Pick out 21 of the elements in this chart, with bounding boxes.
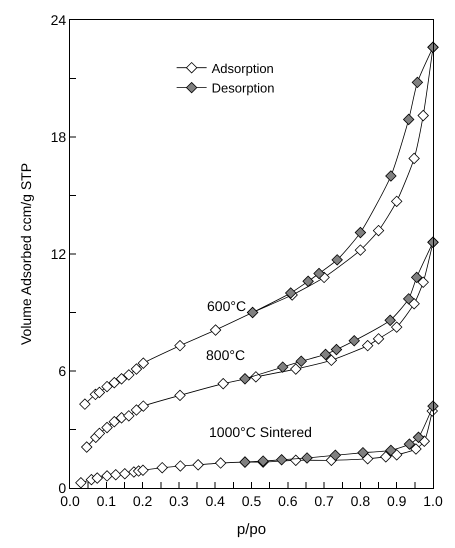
x-tick-label: 0.9 xyxy=(386,492,407,509)
y-tick-label: 6 xyxy=(58,362,66,379)
annotation: 600°C xyxy=(207,298,246,314)
x-tick-label: 0.5 xyxy=(242,492,262,509)
x-tick-label: 0.8 xyxy=(350,492,370,509)
x-tick-label: 0.3 xyxy=(169,492,189,509)
y-tick-label: 24 xyxy=(50,12,66,28)
annotation: 800°C xyxy=(206,347,246,363)
x-tick-label: 0.6 xyxy=(278,492,298,509)
x-tick-label: 1.0 xyxy=(423,492,443,509)
legend-label: Adsorption xyxy=(212,60,274,76)
y-tick-label: 18 xyxy=(50,128,66,145)
x-tick-label: 0.7 xyxy=(314,492,334,509)
y-tick-label: 12 xyxy=(50,246,66,262)
legend-label: Desorption xyxy=(212,80,275,96)
y-axis-title: Volume Adsorbed ccm/g STP xyxy=(18,162,34,346)
annotation: 1000°C Sintered xyxy=(209,424,312,440)
x-tick-label: 0.1 xyxy=(96,492,116,509)
x-tick-label: 0.4 xyxy=(205,492,226,509)
x-tick-label: 0.2 xyxy=(132,492,153,509)
x-axis-title: p/po xyxy=(236,520,266,538)
